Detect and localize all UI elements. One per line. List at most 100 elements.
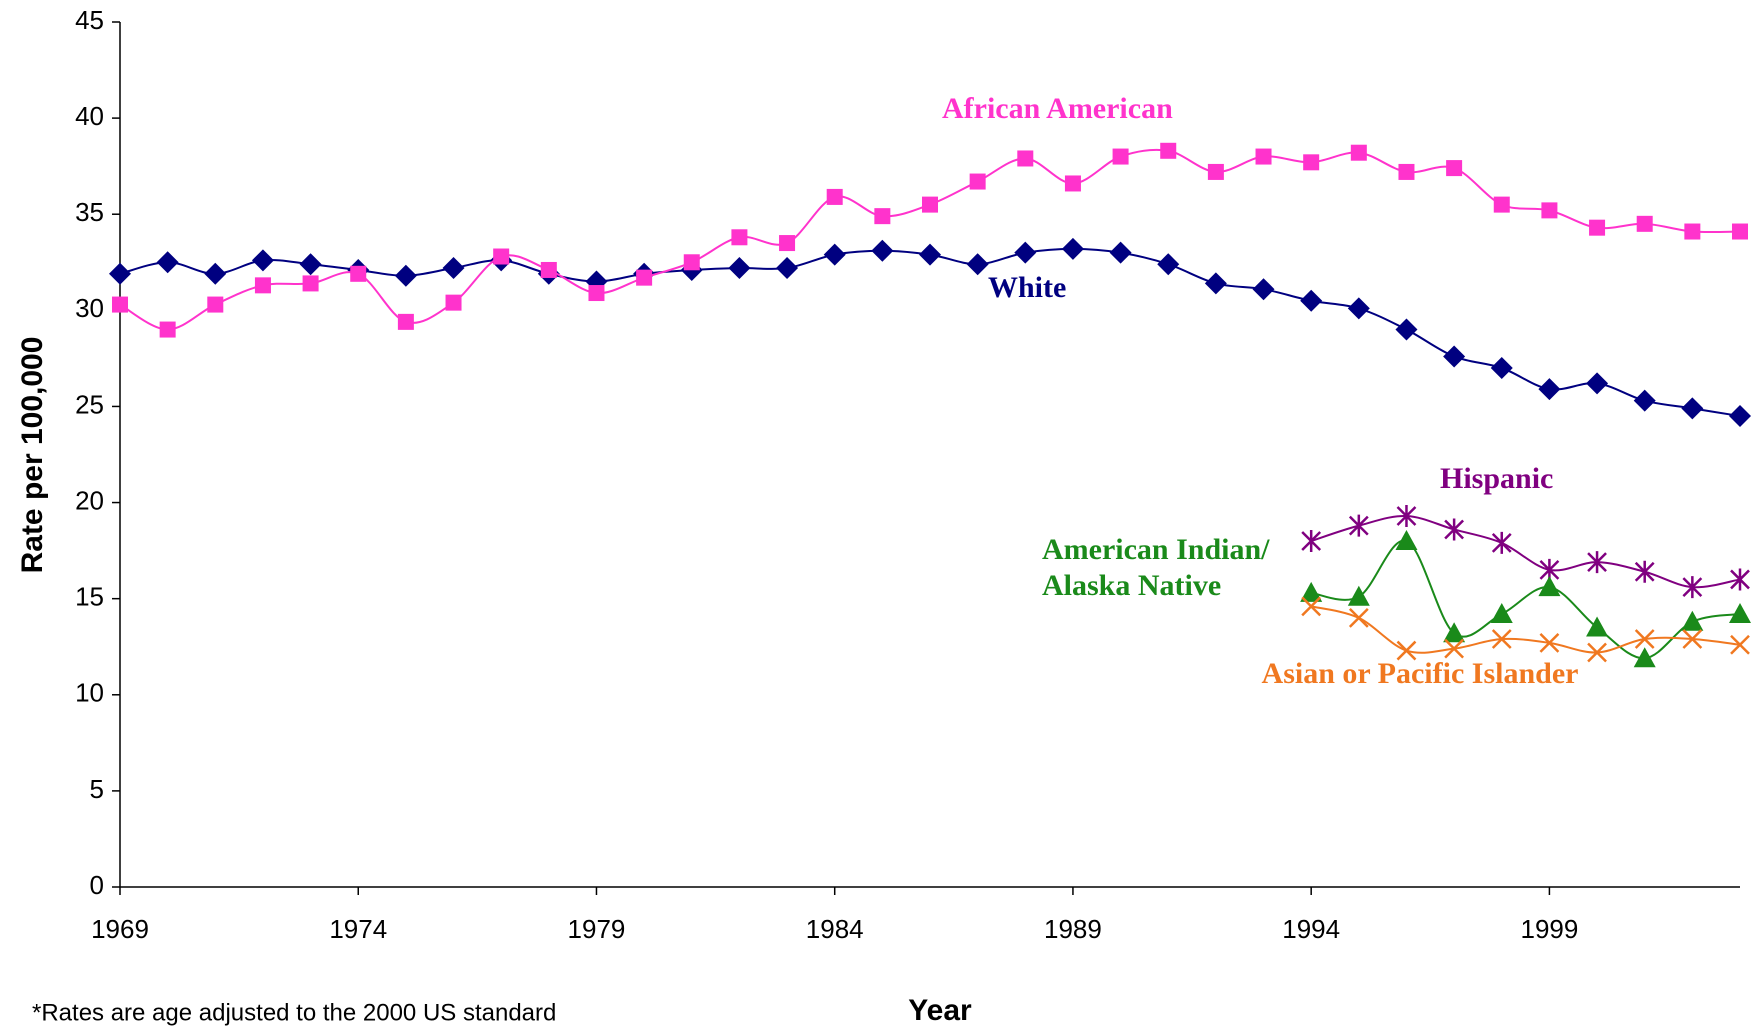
point-marker [394,264,417,287]
point-marker [922,196,938,213]
point-marker [1539,632,1560,653]
point-marker [683,254,700,271]
series-line [1310,605,1741,654]
point-marker [251,249,274,272]
point-marker [1538,576,1561,597]
point-marker [1634,560,1655,583]
point-marker [493,248,510,265]
y-tick-label: 35 [75,197,104,227]
point-marker [1490,603,1513,624]
footnote: *Rates are age adjusted to the 2000 US s… [32,999,556,1026]
point-marker [1061,237,1084,260]
y-axis-title: Rate per 100,000 [16,337,49,574]
y-tick-label: 10 [75,678,104,708]
point-marker [1446,160,1463,177]
point-marker [397,313,414,330]
point-marker [1681,610,1704,631]
point-marker [1729,405,1751,428]
point-marker [1636,215,1653,232]
point-marker [1064,175,1081,192]
point-marker [1490,357,1513,379]
point-marker [731,229,748,246]
point-marker [1586,372,1609,395]
point-marker [1589,219,1606,236]
point-marker [1395,318,1418,341]
point-marker [1347,297,1370,320]
point-marker [823,243,846,266]
series-line [1310,515,1741,589]
point-marker [112,296,128,313]
point-marker [1444,638,1465,659]
point-marker [1347,585,1370,606]
y-tick-label: 5 [90,774,104,804]
point-marker [1207,163,1224,180]
point-marker [1443,345,1466,368]
point-marker [299,253,322,276]
point-marker [1396,640,1417,661]
series-label: White [988,271,1067,304]
x-tick-label: 1979 [568,914,626,944]
point-marker [779,235,796,252]
point-marker [826,188,843,205]
y-tick-label: 0 [90,870,104,900]
point-marker [728,257,751,280]
point-marker [1491,629,1512,649]
y-tick-label: 45 [75,5,104,35]
series-line [119,148,1741,331]
point-marker [445,294,462,311]
point-marker [1730,634,1750,655]
point-marker [1398,163,1415,180]
point-marker [1301,530,1322,552]
point-marker [871,239,894,262]
point-marker [1443,622,1466,643]
point-marker [776,257,799,280]
point-marker [588,285,605,302]
point-marker [1350,144,1367,161]
point-marker [1112,148,1129,165]
point-marker [966,253,989,276]
point-marker [1732,223,1748,240]
point-marker [1444,518,1465,541]
x-tick-label: 1999 [1520,914,1578,944]
point-marker [1541,202,1558,219]
point-marker [1682,576,1703,599]
y-tick-label: 15 [75,582,104,612]
point-marker [1586,616,1609,637]
x-axis-title: Year [908,994,972,1027]
x-tick-label: 1974 [329,914,387,944]
x-tick-label: 1969 [91,914,149,944]
point-marker [156,251,179,274]
point-marker [636,269,653,286]
x-tick-label: 1994 [1282,914,1340,944]
point-marker [204,262,227,285]
point-marker [919,243,941,266]
point-marker [1160,142,1177,159]
point-marker [1348,608,1369,628]
point-marker [1493,196,1510,213]
point-marker [350,265,367,282]
y-tick-label: 40 [75,101,104,131]
point-marker [1729,603,1751,624]
point-marker [1538,378,1561,401]
point-marker [874,208,891,225]
point-marker [1682,629,1703,649]
point-marker [207,296,224,313]
point-marker [159,321,176,338]
point-marker [1395,530,1418,550]
point-marker [1633,389,1656,412]
point-marker [1109,241,1132,264]
point-marker [1017,150,1034,167]
point-marker [302,275,319,292]
point-marker [1396,505,1417,528]
point-marker [1684,223,1701,240]
point-marker [1681,397,1704,420]
point-marker [540,261,557,278]
point-marker [1634,629,1655,649]
point-marker [1348,514,1369,537]
point-marker [1730,568,1750,591]
series-label: Asian or Pacific Islander [1261,657,1579,690]
y-tick-label: 25 [75,389,104,419]
point-marker [1252,278,1275,301]
point-marker [1587,642,1607,663]
